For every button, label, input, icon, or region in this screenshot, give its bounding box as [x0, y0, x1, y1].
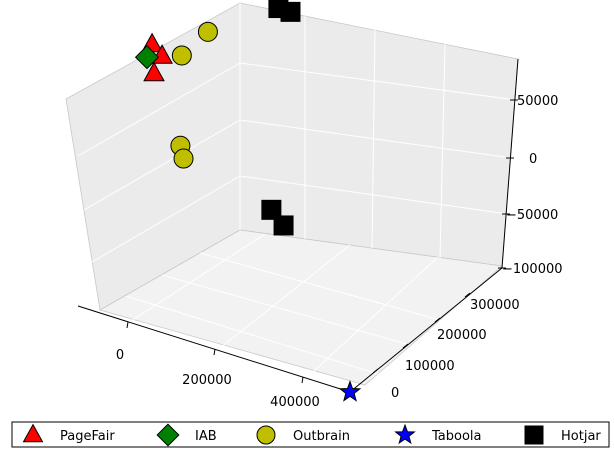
data-point-outbrain [171, 45, 192, 66]
grid-line [125, 295, 379, 375]
x-tick-mark [301, 376, 304, 384]
pane-walls [65, 2, 519, 386]
grid-line [161, 274, 411, 346]
legend-marker-hotjar [524, 425, 544, 445]
y-tick-label: 0 [391, 386, 399, 401]
legend-label-hotjar: Hotjar [561, 429, 601, 444]
y-tick-mark [464, 292, 471, 298]
data-points [134, 0, 362, 402]
y-tick-label: 200000 [437, 328, 487, 343]
x-tick-label: 200000 [182, 373, 232, 388]
y-tick-mark [402, 343, 409, 349]
data-point-hotjar [280, 1, 301, 22]
grid-line [302, 256, 439, 382]
grid-line [214, 244, 351, 353]
grid-line [127, 233, 266, 324]
x-tick-label: 0 [116, 348, 124, 363]
legend-label-pagefair: PageFair [60, 429, 115, 444]
y-tick-label: 100000 [405, 359, 455, 374]
grid-line [239, 175, 509, 215]
grid-line [239, 119, 513, 159]
data-point-outbrain [197, 21, 218, 42]
z-tick-label: −50000 [506, 208, 558, 223]
grid-line [239, 62, 517, 101]
data-point-hotjar [261, 199, 282, 220]
grid-line [439, 43, 446, 259]
grid-line [77, 62, 241, 157]
y-tick-label: 300000 [470, 298, 520, 313]
legend-label-outbrain: Outbrain [293, 429, 350, 444]
data-point-outbrain [173, 148, 194, 169]
z-tick-label: 50000 [517, 94, 558, 109]
z-tick-label: 0 [529, 152, 537, 167]
data-point-iab [134, 45, 160, 70]
legend-frame [11, 421, 610, 448]
legend-label-iab: IAB [195, 429, 217, 444]
legend: PageFair IAB Outbrain Taboola Hotjar [11, 421, 610, 448]
x-tick-mark [126, 321, 129, 329]
y-tick-mark [434, 317, 441, 323]
x-tick-label: 400000 [270, 395, 320, 410]
tick-marks [126, 99, 518, 384]
data-point-pagefair [143, 61, 165, 82]
data-point-taboola [338, 380, 362, 402]
grid-line [199, 252, 441, 321]
legend-marker-taboola [394, 423, 416, 445]
x-axis-line [77, 305, 351, 393]
grid-lines [77, 3, 517, 382]
grid-line [91, 175, 241, 263]
legend-marker-iab [156, 423, 180, 447]
grid-line [83, 119, 241, 211]
legend-marker-outbrain [256, 425, 276, 445]
legend-marker-pagefair [22, 423, 44, 443]
y-tick-mark [372, 368, 379, 374]
legend-label-taboola: Taboola [431, 429, 482, 444]
tick-labels: 0 200000 400000 0 100000 200000 300000 5… [116, 94, 563, 410]
x-tick-mark [213, 348, 216, 356]
z-tick-label: −100000 [502, 262, 563, 277]
data-point-hotjar [273, 215, 294, 236]
z-axis-line [501, 58, 519, 269]
